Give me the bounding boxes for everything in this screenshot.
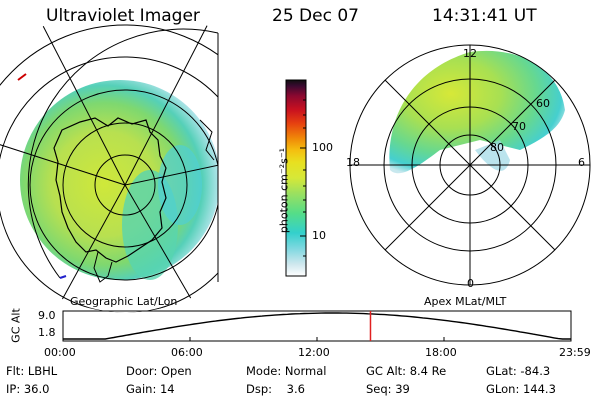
instrument-title: Ultraviolet Imager [46,6,200,26]
info-seq: Seq: 39 [366,382,410,396]
timeline-xtick-1800: 18:00 [425,346,457,359]
info-glat: GLat: -84.3 [486,364,551,378]
geographic-label: Geographic Lat/Lon [70,295,178,308]
antarctica-outline [53,117,167,263]
timeline-ytick-9: 9.0 [38,309,56,322]
timeline-xtick-2359: 23:59 [559,346,591,359]
altitude-timeline [62,310,572,342]
mlat-label-70: 70 [512,120,526,133]
mlt-label-18: 18 [346,156,360,169]
mlat-label-80: 80 [490,141,504,154]
info-gain: Gain: 14 [126,382,175,396]
timeline-ytick-1: 1.8 [38,326,56,339]
altitude-curve [63,312,571,340]
info-glon: GLon: 144.3 [486,382,556,396]
mlt-label-6: 6 [578,156,585,169]
timeline-xtick-0000: 00:00 [44,346,76,359]
timeline-xtick-0600: 06:00 [171,346,203,359]
colorbar-unit-label: photon cm⁻²s⁻¹ [277,147,291,234]
colorbar [285,79,307,277]
mlat-label-60: 60 [536,97,550,110]
colorbar-tick-100: 100 [312,141,333,154]
info-ip: IP: 36.0 [6,382,50,396]
timeline-xtick-1200: 12:00 [298,346,330,359]
info-dsp: Dsp: 3.6 [246,382,305,396]
colorbar-tick-10: 10 [312,229,326,242]
geographic-map [0,19,219,313]
time-label: 14:31:41 UT [432,6,537,26]
info-gc-alt: GC Alt: 8.4 Re [366,364,447,378]
date-label: 25 Dec 07 [272,6,359,26]
mlt-label-0: 0 [467,277,474,290]
info-flt: Flt: LBHL [6,364,58,378]
aurora-image-right [389,50,565,174]
timeline-ylabel: GC Alt [9,308,23,343]
mlt-label-12: 12 [463,47,477,60]
apex-polar-plot [349,44,591,286]
info-door: Door: Open [126,364,192,378]
info-mode: Mode: Normal [246,364,327,378]
apex-label: Apex MLat/MLT [424,295,507,308]
